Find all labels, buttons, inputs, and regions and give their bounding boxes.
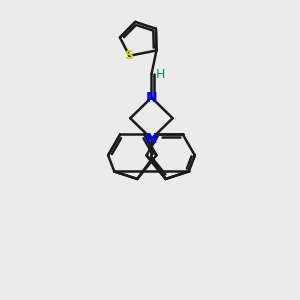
Text: N: N xyxy=(146,132,157,146)
Text: H: H xyxy=(156,68,166,80)
Text: N: N xyxy=(146,91,158,105)
Text: S: S xyxy=(124,49,133,62)
